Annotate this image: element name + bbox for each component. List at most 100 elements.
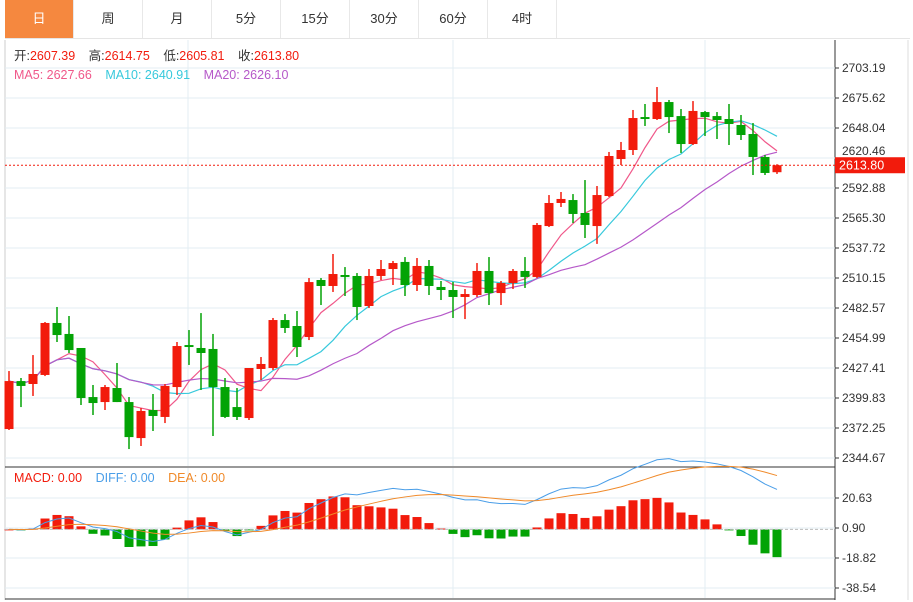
candle-body xyxy=(136,410,146,439)
tab-60min[interactable]: 60分 xyxy=(419,0,488,38)
close-label: 收: xyxy=(237,49,254,63)
macd-bar xyxy=(700,519,710,530)
candle xyxy=(592,186,602,244)
candle-body xyxy=(628,118,638,151)
macd-legend: MACD: 0.00 xyxy=(14,471,83,485)
candle xyxy=(424,259,434,296)
candle xyxy=(400,257,410,296)
macd-bar xyxy=(736,529,746,537)
candle xyxy=(376,259,386,281)
candle xyxy=(448,281,458,318)
candle-body xyxy=(292,326,302,348)
candle-body xyxy=(700,112,710,118)
candle xyxy=(244,368,254,421)
candle xyxy=(112,363,122,403)
candle-body xyxy=(184,345,194,348)
candle-body xyxy=(676,116,686,145)
candle-body xyxy=(748,134,758,157)
price-tick-label: 2620.46 xyxy=(842,144,886,158)
macd-bar xyxy=(772,529,782,558)
candle-body xyxy=(508,270,518,284)
macd-bar xyxy=(232,529,242,537)
candle-body xyxy=(76,347,86,399)
candle xyxy=(688,101,698,146)
price-tick-label: 2427.41 xyxy=(842,361,886,375)
macd-bar xyxy=(460,529,470,538)
candle xyxy=(172,342,182,395)
candle xyxy=(616,141,626,166)
macd-bar xyxy=(424,523,434,530)
candle-body xyxy=(556,198,566,203)
tab-month[interactable]: 月 xyxy=(143,0,212,38)
macd-bar xyxy=(604,509,614,530)
tab-week[interactable]: 周 xyxy=(74,0,143,38)
candle xyxy=(748,123,758,176)
candle xyxy=(772,164,782,174)
ma10-line xyxy=(8,120,778,395)
candle xyxy=(148,394,158,431)
candle-body xyxy=(736,124,746,135)
candle xyxy=(52,306,62,343)
macd-bar xyxy=(292,512,302,530)
macd-info: MACD: 0.00 DIFF: 0.00 DEA: 0.00 xyxy=(14,471,225,485)
candle xyxy=(484,257,494,306)
candle-body xyxy=(688,110,698,145)
candle xyxy=(640,103,650,126)
macd-bar xyxy=(532,527,542,530)
candle xyxy=(208,333,218,436)
candle xyxy=(76,347,86,405)
candle-body xyxy=(604,155,614,197)
tab-5min[interactable]: 5分 xyxy=(212,0,281,38)
tab-day[interactable]: 日 xyxy=(5,0,74,38)
candle xyxy=(472,263,482,297)
macd-bar xyxy=(100,529,110,536)
macd-bar xyxy=(172,527,182,530)
current-price-tag xyxy=(835,157,905,174)
macd-bar xyxy=(184,520,194,530)
candle xyxy=(544,195,554,228)
candle-body xyxy=(448,290,458,297)
tab-30min[interactable]: 30分 xyxy=(350,0,419,38)
diff-legend: DIFF: 0.00 xyxy=(95,471,155,485)
macd-bar xyxy=(340,497,350,530)
candle xyxy=(280,314,290,333)
macd-bar xyxy=(592,516,602,530)
price-tick-label: 2592.88 xyxy=(842,181,886,195)
macd-bar xyxy=(652,497,662,530)
candle xyxy=(292,311,302,358)
price-tick-label: 2565.30 xyxy=(842,211,886,225)
tab-15min[interactable]: 15分 xyxy=(281,0,350,38)
macd-bar xyxy=(256,525,266,530)
candle xyxy=(184,330,194,365)
candle xyxy=(628,109,638,156)
candle xyxy=(556,191,566,208)
price-tick-label: 2454.99 xyxy=(842,331,886,345)
macd-bar xyxy=(136,529,146,547)
candle-body xyxy=(280,320,290,328)
open-value: 2607.39 xyxy=(29,49,76,63)
macd-bar xyxy=(364,506,374,530)
candle xyxy=(736,114,746,141)
candle xyxy=(460,289,470,320)
macd-bar xyxy=(448,529,458,534)
macd-bar xyxy=(520,529,530,537)
diff-line xyxy=(8,458,778,542)
candle-body xyxy=(496,283,506,294)
macd-bar xyxy=(676,512,686,530)
candle-body xyxy=(424,265,434,286)
price-tick-label: 2703.19 xyxy=(842,61,886,75)
ma20-line xyxy=(8,151,778,386)
macd-bar xyxy=(376,507,386,530)
macd-bar xyxy=(724,529,734,531)
candle-body xyxy=(568,200,578,214)
tab-4h[interactable]: 4时 xyxy=(488,0,557,38)
ma5-legend: MA5: 2627.66 xyxy=(14,68,92,82)
candle xyxy=(436,280,446,301)
macd-bar xyxy=(388,508,398,530)
candle xyxy=(700,110,710,136)
macd-bar xyxy=(196,517,206,530)
macd-bar xyxy=(328,496,338,530)
macd-bar xyxy=(544,518,554,530)
candle xyxy=(328,254,338,292)
